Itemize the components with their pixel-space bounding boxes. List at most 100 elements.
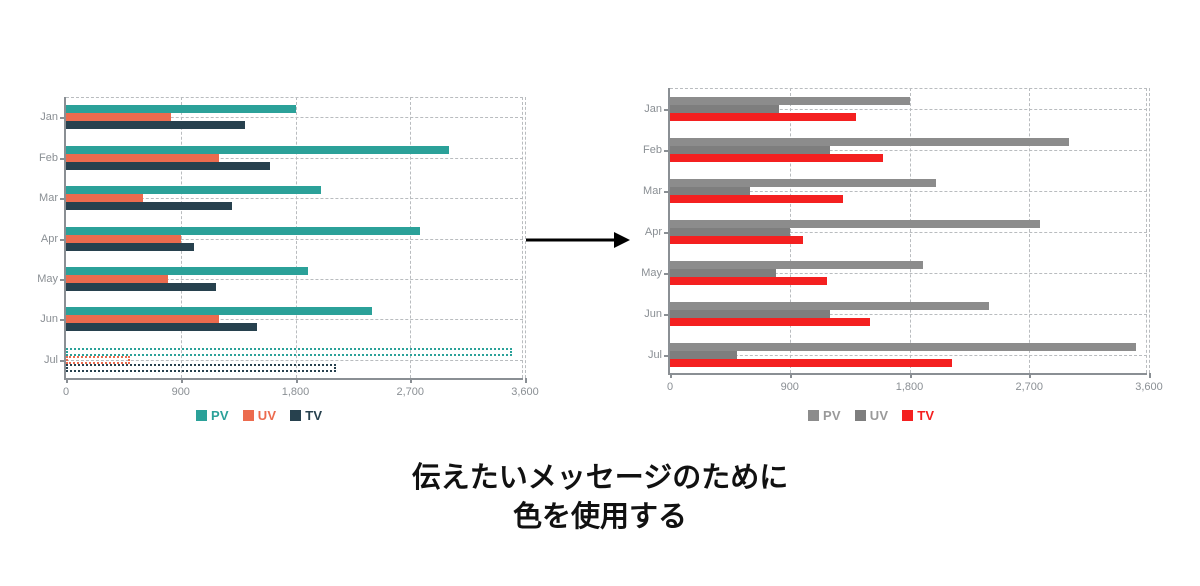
bar-pv-mar <box>66 186 321 195</box>
caption-line-1: 伝えたいメッセージのために <box>411 460 789 494</box>
bar-tv-mar <box>670 194 843 203</box>
bar-pv-jun <box>66 307 372 316</box>
y-tick-label-jun: Jun <box>40 313 58 326</box>
y-tick-label-jun: Jun <box>644 307 662 320</box>
slide-caption: 伝えたいメッセージのために 色を使用する <box>0 458 1200 536</box>
x-tick-mark <box>525 378 527 383</box>
x-tick-label: 0 <box>666 381 674 393</box>
bar-uv-jan <box>66 113 171 122</box>
bar-uv-jun <box>66 315 219 324</box>
y-gridline <box>670 149 1147 151</box>
y-tick-mark <box>664 190 670 193</box>
x-tick-mark <box>180 378 183 383</box>
y-tick-label-mar: Mar <box>643 184 662 197</box>
y-gridline <box>66 117 523 119</box>
legend-swatch-uv-icon <box>242 410 254 421</box>
legend-label-uv: UV <box>869 408 889 423</box>
legend-item-tv[interactable]: TV <box>290 408 322 423</box>
right-chart-plot-area: 0 900 1,800 2,700 3,600 Jan Feb Mar Apr May Jun Jul <box>641 88 1163 393</box>
bar-pv-feb <box>670 137 1070 146</box>
x-tick-mark <box>66 378 68 383</box>
caption-line-2: 色を使用する <box>512 499 687 534</box>
y-tick-mark <box>664 313 670 316</box>
bar-pv-apr <box>66 226 421 235</box>
x-gridline <box>1149 88 1150 373</box>
x-tick-mark <box>410 378 413 383</box>
bar-uv-feb <box>66 153 219 162</box>
x-gridline <box>525 97 526 378</box>
bar-uv-mar <box>66 194 143 203</box>
x-tick-label: 3,600 <box>511 386 539 398</box>
bar-uv-mar <box>670 186 750 195</box>
bar-uv-apr <box>66 234 181 243</box>
bar-tv-mar <box>66 202 232 211</box>
x-tick-label: 1,800 <box>895 381 924 393</box>
y-tick-mark <box>664 108 670 111</box>
x-tick-mark <box>295 378 298 383</box>
x-gridline <box>295 97 297 378</box>
legend-item-uv[interactable]: UV <box>242 408 277 423</box>
y-tick-label-mar: Mar <box>39 192 58 205</box>
x-tick-mark <box>909 373 912 378</box>
y-gridline <box>66 278 523 280</box>
bar-pv-may <box>670 260 923 269</box>
y-gridline <box>670 190 1147 192</box>
y-tick-mark <box>664 354 670 357</box>
legend-label-pv: PV <box>211 408 229 423</box>
legend-label-pv: PV <box>823 408 841 423</box>
legend-item-uv[interactable]: UV <box>854 408 889 423</box>
legend-swatch-pv-icon <box>196 410 207 421</box>
x-tick-label: 1,800 <box>281 386 310 398</box>
left-chart-legend: PV UV TV <box>196 408 322 423</box>
y-tick-label-apr: Apr <box>40 232 58 245</box>
x-tick-label: 3,600 <box>1135 381 1163 393</box>
legend-swatch-tv-icon <box>290 410 302 421</box>
bar-uv-apr <box>670 227 790 236</box>
y-gridline <box>670 313 1147 315</box>
legend-label-tv: TV <box>305 408 323 423</box>
legend-item-pv[interactable]: PV <box>808 408 841 423</box>
x-tick-label: 2,700 <box>396 386 425 398</box>
legend-label-tv: TV <box>917 408 935 423</box>
x-tick-label: 2,700 <box>1015 381 1044 393</box>
bar-tv-feb <box>66 161 270 170</box>
legend-label-uv: UV <box>257 408 277 423</box>
y-gridline <box>66 157 523 159</box>
bar-tv-jun <box>670 317 870 326</box>
bar-tv-may <box>670 276 827 285</box>
x-tick-label: 0 <box>62 386 70 398</box>
y-tick-label-apr: Apr <box>644 225 662 238</box>
y-tick-label-jan: Jan <box>40 111 58 124</box>
bar-uv-feb <box>670 145 830 154</box>
bar-tv-jul <box>66 363 337 372</box>
bar-tv-may <box>66 282 217 291</box>
y-tick-label-feb: Feb <box>643 143 662 156</box>
bar-tv-apr <box>66 242 194 251</box>
bar-tv-jul <box>670 358 953 367</box>
bar-uv-jun <box>670 309 830 318</box>
y-tick-mark <box>60 238 66 241</box>
x-tick-mark <box>789 373 792 378</box>
legend-item-pv[interactable]: PV <box>196 408 229 423</box>
x-gridline <box>180 97 182 378</box>
y-tick-label-may: May <box>641 266 662 279</box>
y-gridline <box>670 354 1147 356</box>
legend-item-tv[interactable]: TV <box>902 408 934 423</box>
x-tick-mark <box>1029 373 1032 378</box>
y-tick-mark <box>664 272 670 275</box>
y-gridline <box>670 108 1147 110</box>
y-tick-mark <box>60 359 66 362</box>
bar-pv-jan <box>670 96 910 105</box>
x-gridline <box>909 88 911 373</box>
y-gridline <box>670 231 1147 233</box>
bar-pv-jan <box>66 105 296 114</box>
bar-uv-jan <box>670 104 780 113</box>
bar-uv-jul <box>670 350 737 359</box>
x-gridline <box>1029 88 1031 373</box>
legend-swatch-pv-icon <box>808 410 819 421</box>
left-chart-plot-area: 0 900 1,800 2,700 3,600 Jan Feb Mar Apr May Jun Jul <box>37 97 539 398</box>
bar-pv-feb <box>66 145 449 154</box>
y-gridline <box>66 359 523 361</box>
